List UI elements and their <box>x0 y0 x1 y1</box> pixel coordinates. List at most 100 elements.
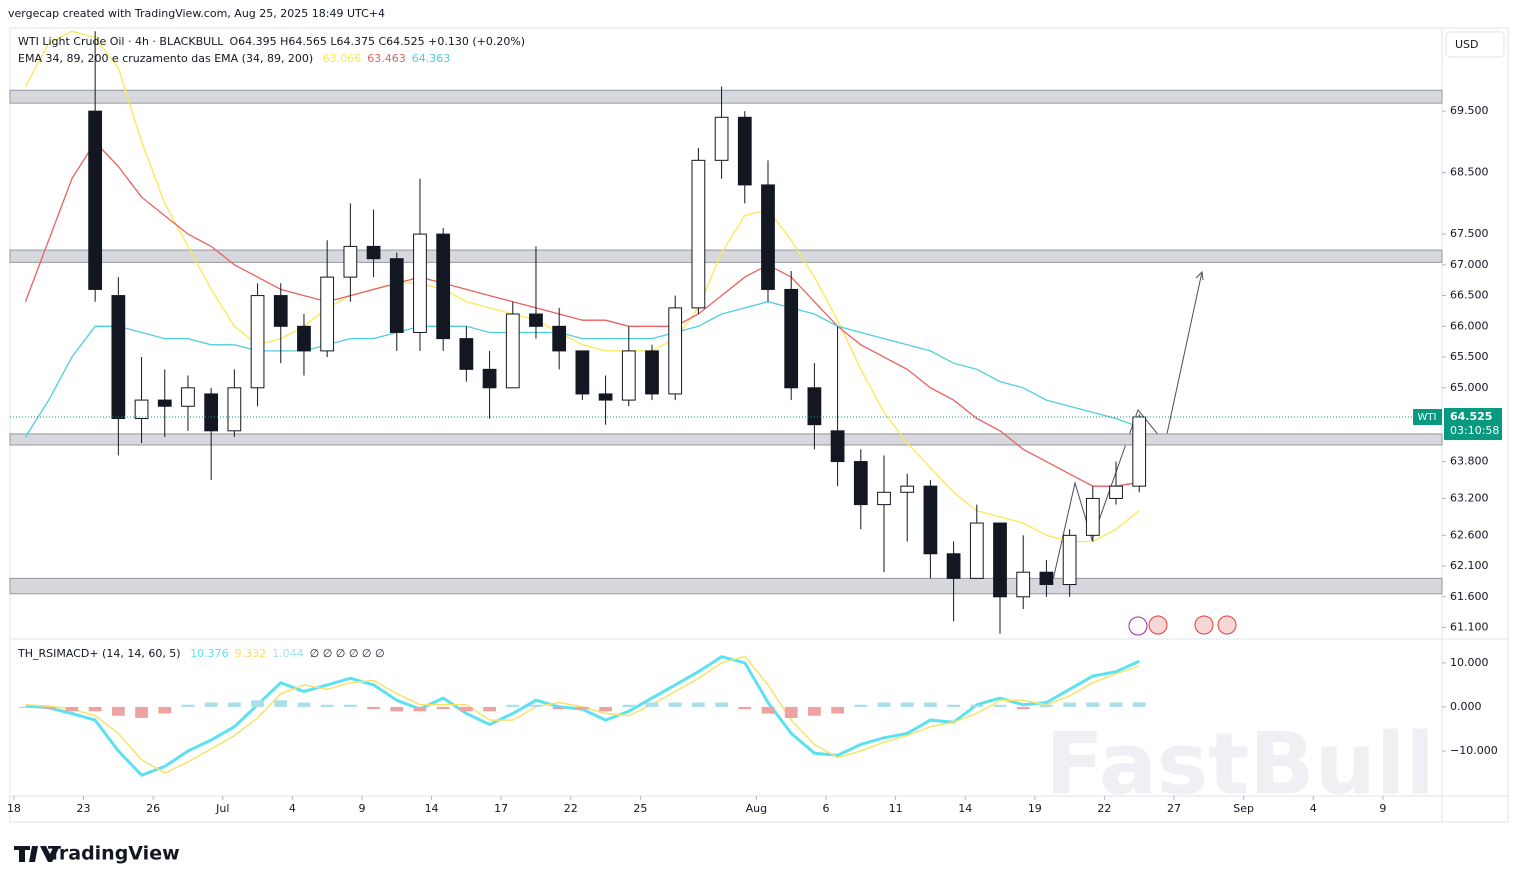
symbol-tag-label: WTI <box>1418 412 1437 423</box>
x-tick-label: 4 <box>289 802 296 815</box>
chart-frame <box>9 27 1509 823</box>
candle-body <box>900 485 915 493</box>
ohlc: O64.395 H64.565 L64.375 C64.525 +0.130 (… <box>229 35 526 48</box>
candle-body <box>482 368 497 389</box>
candle-body <box>157 399 172 407</box>
candle-body <box>459 338 474 370</box>
candle-body <box>297 325 311 352</box>
candle-body <box>575 350 590 395</box>
x-tick-label: 6 <box>822 802 829 815</box>
y-tick-label: 65.000 <box>1450 381 1489 394</box>
candle-body <box>1085 497 1100 536</box>
currency-button[interactable] <box>1445 31 1505 58</box>
x-tick-label: Jul <box>215 802 229 815</box>
event-icon[interactable] <box>1217 615 1237 635</box>
y-tick-label: 63.200 <box>1450 491 1489 504</box>
candle-body <box>993 522 1007 598</box>
histogram-bar <box>1086 702 1100 707</box>
candle-body <box>714 116 729 161</box>
y-tick-label: 67.000 <box>1450 258 1489 271</box>
histogram-bar <box>367 706 380 710</box>
x-tick-label: 22 <box>1097 802 1111 815</box>
candle-body <box>923 485 938 555</box>
histogram-bar <box>692 702 705 707</box>
histogram-bar <box>970 704 984 707</box>
indicator-title: EMA 34, 89, 200 e cruzamento das EMA (34… <box>18 52 314 65</box>
candle-body <box>529 313 543 327</box>
event-icon[interactable] <box>1194 615 1214 635</box>
histogram-bar <box>738 706 752 710</box>
candle-body <box>969 522 984 579</box>
candle-body <box>830 430 845 463</box>
candle-body <box>737 116 752 186</box>
histogram-bar <box>413 706 427 712</box>
candle-body <box>505 313 520 389</box>
currency[interactable]: USD <box>1455 38 1479 51</box>
histogram-bar <box>576 706 589 710</box>
indicator-title: TH_RSIMACD+ (14, 14, 60, 5) <box>18 647 181 660</box>
candle-body <box>1109 485 1123 499</box>
candle-body <box>320 276 335 352</box>
candle-body <box>784 288 799 389</box>
histogram-bar <box>111 706 125 716</box>
candle-body <box>366 245 381 260</box>
candle-body <box>1039 571 1054 586</box>
legend-value: 63.066 <box>322 52 362 65</box>
legend-value: 9.332 <box>234 647 267 660</box>
histogram-bar <box>181 704 195 707</box>
histogram-bar <box>645 702 659 707</box>
y-tick-label: 62.100 <box>1450 559 1489 572</box>
candle-body <box>877 491 891 506</box>
histogram-bar <box>1063 702 1076 707</box>
x-tick-label: Aug <box>746 802 767 815</box>
symbol-title: WTI Light Crude Oil · 4h · BLACKBULL <box>18 35 224 48</box>
candle-body <box>111 295 126 420</box>
candle-body <box>621 350 636 401</box>
zone <box>9 249 1443 263</box>
y-tick-label: 67.500 <box>1450 227 1489 240</box>
candle-body <box>134 399 149 420</box>
brand: TradingView <box>48 843 180 865</box>
legend-value: 1.044 <box>272 647 304 660</box>
histogram-bar <box>808 706 821 716</box>
event-icon[interactable] <box>1148 615 1168 635</box>
histogram-bar <box>552 706 566 710</box>
x-tick-label: 14 <box>958 802 972 815</box>
histogram-bar <box>227 702 241 707</box>
histogram-bar <box>1132 702 1146 707</box>
histogram-bar <box>436 706 450 710</box>
x-tick-label: 18 <box>7 802 21 815</box>
legend-value: 64.363 <box>411 52 451 65</box>
projection-drawing <box>1052 271 1203 581</box>
x-tick-label: 22 <box>564 802 578 815</box>
y-tick-label: 0.000 <box>1450 700 1482 713</box>
y-tick-label: 61.600 <box>1450 590 1489 603</box>
x-tick-label: 9 <box>1379 802 1386 815</box>
histogram-bar <box>158 706 172 714</box>
y-tick-label: 65.500 <box>1450 350 1489 363</box>
histogram-bar <box>459 706 473 712</box>
last-price-box <box>1444 407 1502 440</box>
projection-arrowhead <box>1195 270 1204 281</box>
y-tick-label: 66.500 <box>1450 289 1489 302</box>
candle-body <box>645 350 659 395</box>
x-tick-label: Sep <box>1233 802 1254 815</box>
histogram-bar <box>320 704 334 707</box>
histogram-bar <box>622 704 636 707</box>
y-tick-label: −10.000 <box>1450 744 1498 757</box>
legend-value: 63.463 <box>367 52 406 65</box>
candle-body <box>413 233 427 333</box>
x-tick-label: 17 <box>494 802 508 815</box>
y-tick-label: 10.000 <box>1450 656 1489 669</box>
candle-body <box>552 325 567 352</box>
histogram-bar <box>877 702 891 707</box>
ema-legend: EMA 34, 89, 200 e cruzamento das EMA (34… <box>18 52 456 65</box>
histogram-bar <box>529 704 543 707</box>
event-icon[interactable] <box>1128 616 1148 636</box>
candle-body <box>946 553 961 579</box>
candle-body <box>1132 416 1147 487</box>
y-tick-label: 66.000 <box>1450 319 1489 332</box>
histogram-bar <box>274 700 288 707</box>
y-tick-label: 68.500 <box>1450 166 1489 179</box>
